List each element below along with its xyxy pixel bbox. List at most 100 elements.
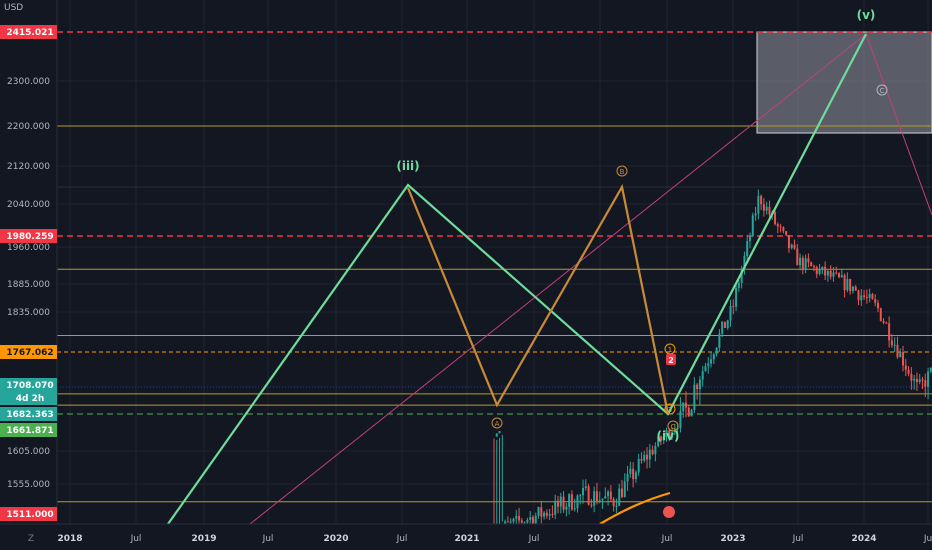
price-label: 4d 2h (16, 394, 45, 404)
candle-body (908, 370, 910, 374)
wave-label-C-target: C (880, 87, 885, 95)
price-tick-label: 2120.000 (7, 162, 50, 172)
candle-body (710, 359, 712, 363)
candle-body (499, 431, 501, 433)
z-order-button[interactable]: Z (24, 532, 38, 546)
time-tick-label: Jul (262, 534, 274, 544)
candle-body (721, 322, 723, 334)
candle-body (782, 227, 784, 231)
price-tick-label: 2300.000 (7, 77, 50, 87)
price-label: 1980.259 (6, 232, 53, 242)
candle-body (702, 371, 704, 379)
candle-body (521, 520, 523, 522)
candle-body (554, 501, 556, 515)
dividend-marker-icon (663, 506, 675, 518)
candle-body (679, 411, 681, 428)
time-tick-label: 2018 (57, 534, 82, 544)
candle-body (821, 267, 823, 270)
price-label: 1708.070 (6, 381, 53, 391)
candle-body (746, 241, 748, 256)
candle-body (810, 262, 812, 266)
candle-body (885, 323, 887, 324)
candle-body (785, 231, 787, 235)
candle-body (858, 290, 860, 300)
candle-body (638, 459, 640, 472)
candle-body (866, 297, 868, 298)
candle-body (716, 348, 718, 354)
candle-body (819, 270, 821, 274)
wave-label-iii: (iii) (396, 159, 419, 173)
time-tick-label: 2020 (323, 534, 348, 544)
candle-body (846, 279, 848, 290)
candle-body (877, 303, 879, 308)
candle-body (791, 245, 793, 248)
candle-body (543, 513, 545, 517)
price-label: 1767.062 (6, 348, 53, 358)
candle-body (852, 287, 854, 291)
candle-body (590, 505, 592, 506)
currency-label: USD (4, 3, 23, 13)
candle-body (643, 455, 645, 461)
target-zone-box (757, 32, 932, 133)
candle-body (757, 196, 759, 213)
candle-body (507, 521, 509, 522)
candle-body (599, 500, 601, 502)
candle-body (838, 273, 840, 277)
candle-body (524, 522, 526, 523)
candle-body (732, 306, 734, 307)
candle-body (796, 249, 798, 266)
time-tick-label: Jul (661, 534, 673, 544)
candle-body (526, 520, 528, 522)
candle-body (515, 516, 517, 519)
price-tick-label: 1555.000 (7, 480, 50, 490)
time-tick-label: Jul (130, 534, 142, 544)
price-tick-label: 1960.000 (7, 243, 50, 253)
candle-body (546, 513, 548, 516)
candle-body (755, 213, 757, 215)
candle-body (777, 224, 779, 226)
time-tick-label: Jul (792, 534, 804, 544)
price-label: 2415.021 (6, 28, 53, 38)
candle-body (824, 267, 826, 276)
candle-body (549, 514, 551, 516)
candle-body (629, 469, 631, 474)
candle-body (635, 472, 637, 479)
candle-body (696, 385, 698, 389)
candle-body (922, 379, 924, 380)
candle-body (869, 294, 871, 298)
candle-body (582, 488, 584, 495)
candle-body (621, 488, 623, 497)
candle-body (913, 379, 915, 381)
candle-body (896, 345, 898, 357)
candle-body (927, 371, 929, 386)
candle-body (576, 496, 578, 509)
candle-body (604, 496, 606, 498)
candle-body (910, 374, 912, 381)
candle-body (685, 403, 687, 408)
candle-body (883, 321, 885, 323)
candle-body (602, 499, 604, 501)
candle-body (682, 403, 684, 411)
candle-body (652, 450, 654, 454)
candle-body (894, 345, 896, 346)
candle-body (830, 271, 832, 277)
candle-body (560, 497, 562, 507)
time-tick-label: Jul (396, 534, 408, 544)
candle-body (916, 379, 918, 382)
candle-body (835, 273, 837, 274)
candle-body (510, 522, 512, 523)
time-tick-label: 2024 (851, 534, 876, 544)
candle-body (919, 379, 921, 382)
wave-label-B: B (620, 168, 625, 176)
candle-body (693, 385, 695, 410)
candle-body (841, 275, 843, 277)
candle-body (888, 323, 890, 340)
candle-body (579, 495, 581, 496)
candle-body (707, 363, 709, 366)
candle-body (902, 352, 904, 365)
candle-body (891, 340, 893, 345)
candle-body (718, 334, 720, 348)
candle-body (799, 258, 801, 265)
price-tick-label: 1885.000 (7, 280, 50, 290)
